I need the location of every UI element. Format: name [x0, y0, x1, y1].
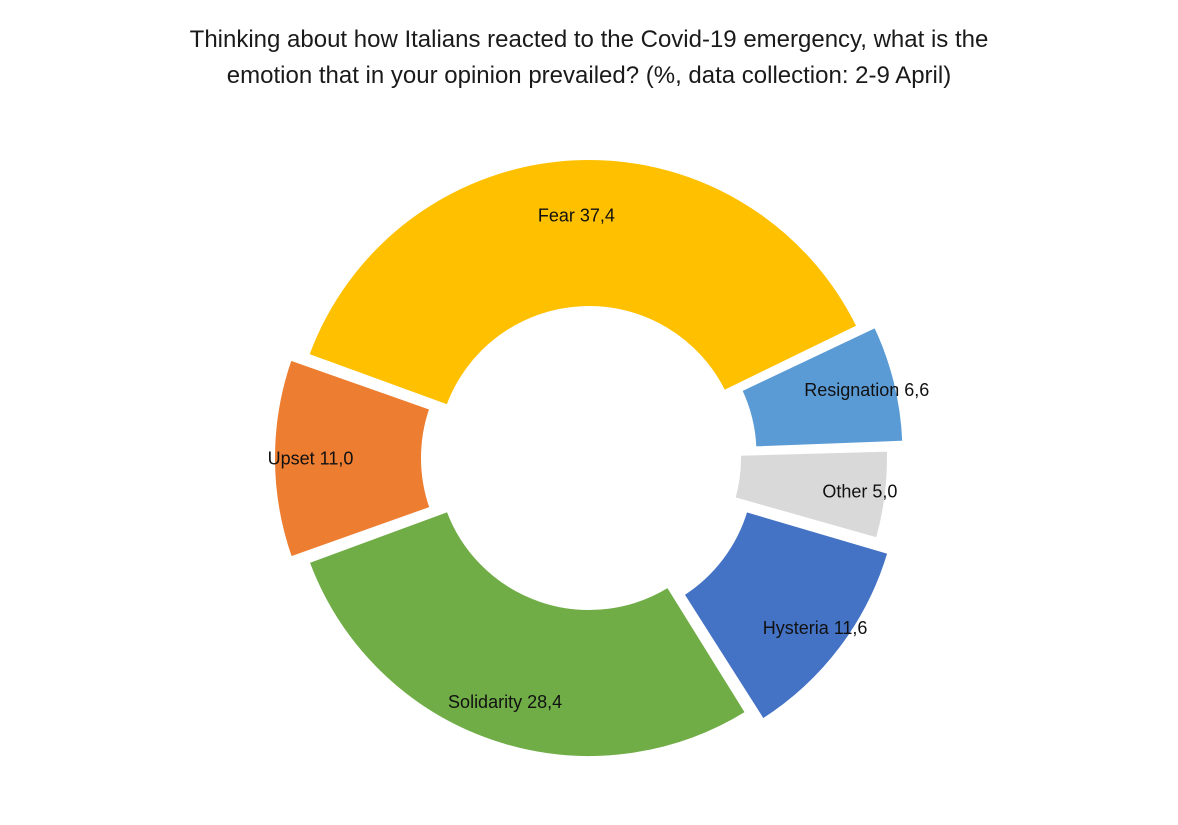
slice-hysteria	[679, 507, 893, 724]
slice-upset	[271, 355, 435, 562]
data-label-upset: Upset 11,0	[268, 448, 354, 468]
slice-solidarity	[304, 507, 751, 760]
chart-title-line-1: Thinking about how Italians reacted to t…	[189, 26, 989, 53]
slice-other	[730, 447, 891, 543]
data-label-solidarity: Solidarity 28,4	[448, 692, 562, 712]
slice-fear	[304, 156, 862, 410]
data-label-resignation: Resignation 6,6	[804, 380, 929, 400]
slices-layer	[271, 156, 907, 760]
slice-resignation	[737, 323, 907, 451]
data-label-fear: Fear 37,4	[538, 205, 615, 225]
chart-title: Thinking about how Italians reacted to t…	[0, 22, 1178, 94]
chart-title-line-2: emotion that in your opinion prevailed? …	[226, 62, 952, 89]
labels-layer: Fear 37,4 Resignation 6,6 Other 5,0 Hysteri…	[268, 205, 930, 712]
data-label-hysteria: Hysteria 11,6	[763, 618, 868, 638]
data-label-other: Other 5,0	[822, 482, 897, 502]
